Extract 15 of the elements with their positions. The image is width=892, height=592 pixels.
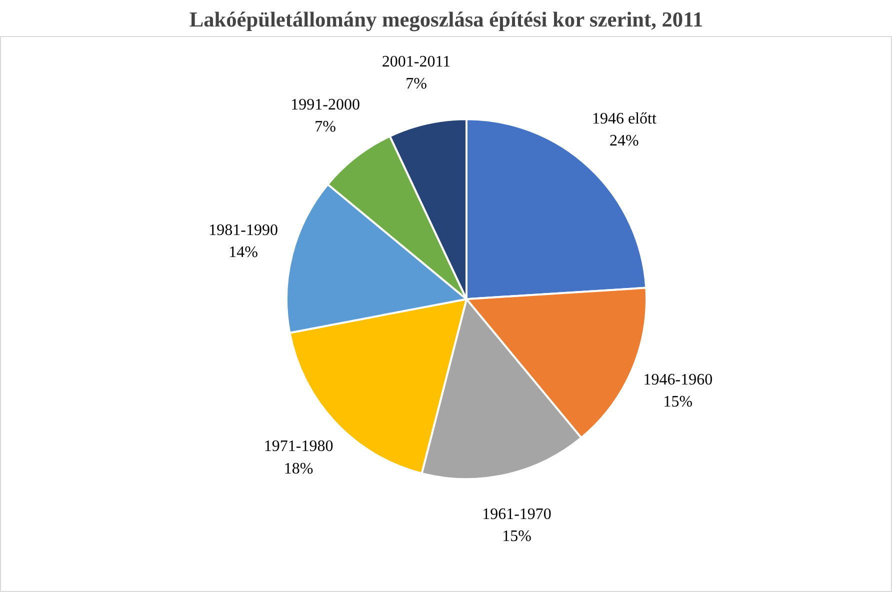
data-label: 14% — [228, 244, 258, 262]
data-label: 18% — [284, 460, 314, 478]
data-label: 7% — [406, 75, 427, 92]
slice-label: 2001-2011 — [382, 53, 451, 70]
slice-label: 1946-1960 — [643, 372, 713, 389]
data-label: 15% — [663, 394, 693, 411]
slice-label: 1946 előtt — [592, 110, 657, 128]
slice-label: 1991-2000 — [290, 96, 360, 114]
slice-label: 1961-1970 — [482, 506, 552, 523]
slice-label: 1981-1990 — [208, 222, 278, 239]
data-label: 24% — [610, 132, 639, 150]
chart-title: Lakóépületállomány megoszlása építési kor szerint, 2011 — [189, 8, 704, 32]
data-label: 7% — [314, 118, 336, 136]
slice-label: 1971-1980 — [264, 438, 334, 456]
data-label: 15% — [502, 528, 532, 545]
